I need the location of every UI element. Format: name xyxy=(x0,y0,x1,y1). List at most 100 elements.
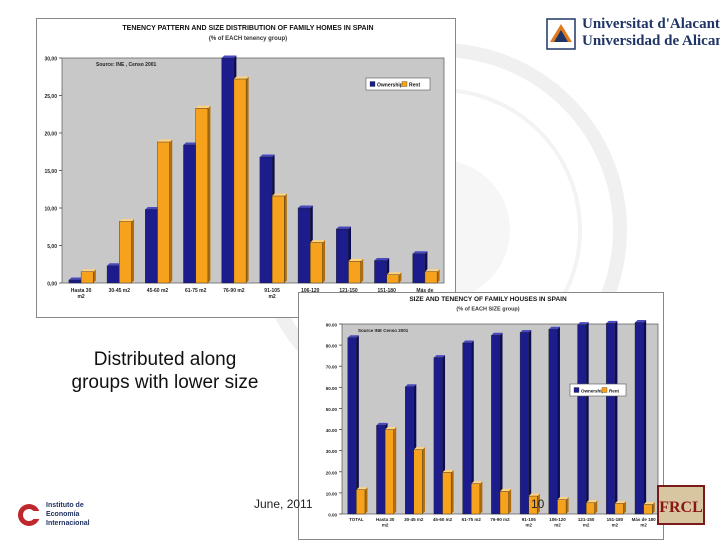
bar-top xyxy=(145,207,160,210)
bar-side xyxy=(169,139,173,283)
y-tick-label: 10,00 xyxy=(44,207,57,213)
bar-rent xyxy=(413,449,423,515)
bar-ownership xyxy=(106,265,120,284)
bar-rent xyxy=(310,242,323,284)
bar-top xyxy=(528,493,540,497)
bar-side xyxy=(586,322,589,514)
university-emblem-icon xyxy=(546,18,576,50)
legend-label: Ownership xyxy=(581,389,605,394)
university-name-line1: Universitat d'Alacant xyxy=(582,16,720,32)
bar-ownership xyxy=(491,334,501,515)
bar-top xyxy=(233,76,249,79)
y-tick-label: 60.00 xyxy=(326,386,338,391)
bar-top xyxy=(374,258,390,261)
legend-swatch-rent xyxy=(401,81,408,87)
y-tick-label: 10.00 xyxy=(326,491,338,496)
bar-rent xyxy=(119,221,132,284)
bar-side xyxy=(528,329,532,514)
y-tick-label: 30,00 xyxy=(44,57,57,63)
bar-rent xyxy=(356,489,366,515)
x-category-label: 45-60 m2 xyxy=(433,517,453,522)
bar-rent xyxy=(614,503,624,515)
bar-side xyxy=(364,487,368,514)
bar-rent xyxy=(157,141,170,284)
bar-top xyxy=(81,269,96,272)
bar-side xyxy=(356,335,359,514)
bar-top xyxy=(336,226,351,229)
chart-title: SIZE AND TENENCY OF FAMILY HOUSES IN SPA… xyxy=(409,296,567,303)
bar-top xyxy=(424,269,440,272)
bar-rent xyxy=(271,195,285,284)
bar-side xyxy=(614,320,618,514)
y-tick-label: 0,00 xyxy=(47,282,57,288)
bar-side xyxy=(537,493,540,514)
institute-name-line3: Internacional xyxy=(46,520,90,527)
x-category-label: 30-45 m2 xyxy=(404,517,424,522)
legend-box xyxy=(365,77,431,91)
bar-top xyxy=(586,500,598,503)
bar-top xyxy=(183,142,199,145)
bar-top xyxy=(413,447,425,450)
legend-label: Rent xyxy=(609,389,620,394)
bar-side xyxy=(471,340,474,514)
bar-side xyxy=(393,427,397,514)
bar-side xyxy=(557,326,560,514)
bar-top xyxy=(347,335,359,338)
y-tick-label: 20,00 xyxy=(44,132,57,138)
bar-ownership xyxy=(376,425,386,515)
bar-side xyxy=(131,219,135,283)
chart-size-and-tenency: SIZE AND TENENCY OF FAMILY HOUSES IN SPA… xyxy=(298,292,664,540)
legend-swatch-rent xyxy=(601,387,608,393)
bar-top xyxy=(221,55,237,58)
y-tick-label: 25,00 xyxy=(44,94,57,100)
y-tick-label: 5,00 xyxy=(47,244,57,250)
x-category-label: 76-90 m2 xyxy=(223,288,245,294)
institute-emblem-icon xyxy=(18,504,40,526)
y-tick-label: 70.00 xyxy=(326,365,338,370)
slide-number: 10 xyxy=(531,497,545,511)
bar-side xyxy=(652,502,655,514)
y-tick-label: 20.00 xyxy=(326,470,338,475)
bar-rent xyxy=(471,483,481,515)
bar-top xyxy=(548,326,560,330)
bar-side xyxy=(508,488,512,514)
chart-source: Source: INE , Censo 2001 xyxy=(96,62,157,68)
bar-side xyxy=(398,272,402,283)
bar-rent xyxy=(386,274,400,284)
bar-side xyxy=(479,481,483,514)
bar-top xyxy=(272,193,287,196)
footer-date: June, 2011 xyxy=(254,497,313,511)
bar-top xyxy=(471,481,483,484)
x-category-label: Más de 180 m2 xyxy=(632,517,657,528)
legend-swatch-ownership xyxy=(369,81,376,87)
bar-ownership xyxy=(548,329,558,515)
university-name-line2: Universidad de Alicante xyxy=(582,33,720,49)
x-category-label: TOTAL xyxy=(349,517,364,522)
bar-top xyxy=(68,277,84,280)
legend-box xyxy=(569,383,627,397)
y-tick-label: 90.00 xyxy=(326,323,338,328)
y-tick-label: 30.00 xyxy=(326,449,338,454)
bar-ownership xyxy=(347,337,357,515)
chart-source: Source INE Censo 2001 xyxy=(358,328,409,333)
y-tick-label: 15,00 xyxy=(44,169,57,175)
bar-side xyxy=(623,500,627,514)
bar-ownership xyxy=(183,144,196,284)
bar-ownership xyxy=(68,279,82,284)
bar-side xyxy=(322,240,326,283)
bar-rent xyxy=(643,504,653,515)
bar-top xyxy=(635,320,647,323)
bar-top xyxy=(119,219,135,222)
bar-top xyxy=(298,205,313,208)
bar-rent xyxy=(557,499,567,515)
bar-ownership xyxy=(462,342,472,515)
y-tick-label: 0.00 xyxy=(328,513,337,518)
x-category-label: 91-105 m2 xyxy=(522,517,537,528)
bar-top xyxy=(385,427,397,430)
bar-side xyxy=(437,269,440,283)
bar-top xyxy=(643,502,655,505)
chart-subtitle: (% of EACH SIZE group) xyxy=(456,307,519,313)
bar-top xyxy=(614,500,627,504)
bar-rent xyxy=(528,495,538,515)
